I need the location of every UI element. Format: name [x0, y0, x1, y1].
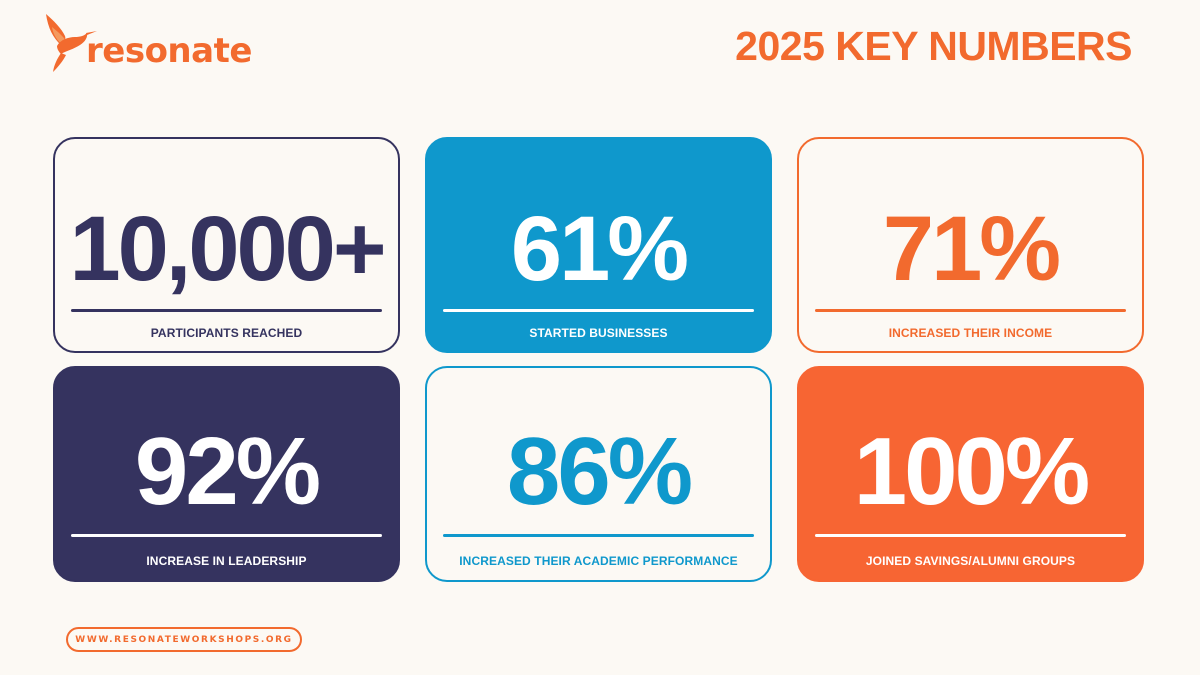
website-link[interactable]: WWW.RESONATEWORKSHOPS.ORG — [66, 627, 302, 652]
card-divider — [71, 534, 382, 537]
stat-card-leadership: 92% INCREASE IN LEADERSHIP — [53, 366, 400, 582]
stat-card-businesses: 61% STARTED BUSINESSES — [425, 137, 772, 353]
hummingbird-icon — [46, 14, 97, 72]
brand-logo: resonate — [44, 12, 254, 74]
stat-card-savings: 100% JOINED SAVINGS/ALUMNI GROUPS — [797, 366, 1144, 582]
stat-card-income: 71% INCREASED THEIR INCOME — [797, 137, 1144, 353]
stat-label: INCREASED THEIR ACADEMIC PERFORMANCE — [459, 554, 738, 568]
brand-name: resonate — [86, 31, 252, 71]
card-divider — [71, 309, 382, 312]
card-divider — [443, 309, 754, 312]
stats-grid: 10,000+ PARTICIPANTS REACHED 61% STARTED… — [53, 137, 1144, 582]
card-divider — [443, 534, 754, 537]
stat-card-academic: 86% INCREASED THEIR ACADEMIC PERFORMANCE — [425, 366, 772, 582]
stat-label: STARTED BUSINESSES — [529, 326, 668, 340]
stat-value: 100% — [853, 418, 1091, 525]
stat-label: PARTICIPANTS REACHED — [150, 326, 303, 340]
stat-value: 92% — [134, 418, 321, 525]
stat-label: INCREASE IN LEADERSHIP — [146, 554, 307, 568]
stat-card-participants: 10,000+ PARTICIPANTS REACHED — [53, 137, 400, 353]
stat-label: JOINED SAVINGS/ALUMNI GROUPS — [865, 554, 1076, 568]
stat-value: 10,000+ — [69, 198, 386, 300]
page-title: 2025 KEY NUMBERS — [735, 23, 1132, 69]
stat-value: 61% — [510, 198, 689, 300]
card-divider — [815, 309, 1126, 312]
stat-value: 86% — [506, 418, 693, 525]
stat-value: 71% — [882, 198, 1061, 300]
card-divider — [815, 534, 1126, 537]
stat-label: INCREASED THEIR INCOME — [888, 326, 1053, 340]
